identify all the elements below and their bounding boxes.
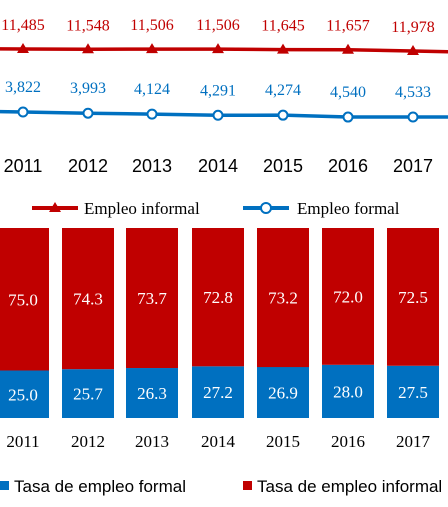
data-point [146, 43, 158, 54]
data-label: 11,645 [261, 18, 304, 35]
bar-label-informal: 72.0 [333, 287, 363, 306]
legend-informal-label: Empleo informal [84, 199, 200, 218]
data-point [407, 45, 419, 55]
bar-label-formal: 28.0 [333, 382, 363, 401]
data-label: 3,822 [5, 79, 41, 96]
x-tick-label: 2013 [135, 432, 169, 451]
bar-formal [62, 369, 114, 418]
bar-label-formal: 27.5 [398, 383, 428, 402]
data-point [342, 111, 354, 123]
x-tick-label: 2016 [331, 432, 365, 451]
bar-formal [322, 364, 374, 418]
bar-formal [387, 365, 439, 418]
line-chart: 11,485 11,548 11,506 11,506 11,645 11,657 11,9… [0, 17, 448, 176]
data-label: 11,548 [66, 17, 109, 34]
data-label: 4,274 [265, 82, 301, 99]
x-tick-label: 2011 [6, 432, 39, 451]
legend-formal-marker [260, 202, 272, 214]
data-point [82, 107, 94, 119]
x-tick-label: 2014 [198, 156, 238, 176]
legend-item-tasa-formal: Tasa de empleo formal [0, 477, 186, 496]
bar-informal [0, 228, 49, 371]
bar-label-informal: 73.7 [137, 289, 167, 308]
x-tick-label: 2014 [201, 432, 236, 451]
bar-informal [126, 228, 178, 369]
data-point [277, 43, 289, 54]
x-tick-label: 2015 [263, 156, 303, 176]
data-label: 11,978 [391, 19, 434, 36]
legend-item-informal: Empleo informal [32, 199, 200, 218]
bar-informal [322, 228, 374, 365]
x-tick-label: 2017 [396, 432, 431, 451]
data-point [17, 106, 29, 118]
bar-label-formal: 25.7 [73, 385, 103, 404]
data-point [17, 43, 29, 53]
bar-label-informal: 72.8 [203, 288, 233, 307]
data-label: 4,540 [330, 84, 366, 101]
x-tick-label: 2017 [393, 156, 433, 176]
legend-tasa-formal-swatch [0, 481, 9, 490]
x-tick-label: 2013 [132, 156, 172, 176]
bar-label-informal: 74.3 [73, 290, 103, 309]
data-point [212, 43, 224, 54]
legend-item-formal: Empleo formal [243, 199, 400, 218]
legend-tasa-informal-swatch [243, 481, 252, 490]
data-label: 4,291 [200, 82, 236, 99]
bar-informal [192, 228, 244, 367]
bar-label-formal: 25.0 [8, 385, 38, 404]
bar-label-formal: 27.2 [203, 383, 233, 402]
series-line-informal [0, 47, 448, 54]
bar-label-informal: 75.0 [8, 290, 38, 309]
bar-formal [257, 366, 309, 418]
bar-label-formal: 26.3 [137, 384, 167, 403]
x-tick-label: 2012 [68, 156, 108, 176]
legend-tasa-informal-label: Tasa de empleo informal [257, 477, 442, 496]
bar-formal [192, 366, 244, 418]
data-label: 3,993 [70, 80, 106, 97]
data-point [146, 108, 158, 120]
bar-chart: 75.0 25.0 2011 74.3 25.7 2012 73.7 26.3 2013 72.8… [0, 228, 439, 451]
series-line-formal [0, 109, 448, 119]
legend-tasa-formal-label: Tasa de empleo formal [14, 477, 186, 496]
data-label: 11,506 [130, 17, 173, 34]
line-legend: Empleo informal Empleo formal [32, 199, 400, 218]
bar-label-formal: 26.9 [268, 383, 298, 402]
data-point [277, 109, 289, 121]
bar-formal [126, 368, 178, 418]
bar-informal [387, 228, 439, 366]
data-point [82, 43, 94, 54]
bar-label-informal: 72.5 [398, 288, 428, 307]
data-point [212, 109, 224, 121]
data-label: 11,506 [196, 17, 239, 34]
bar-informal [257, 228, 309, 368]
bar-informal [62, 228, 114, 370]
legend-item-tasa-informal: Tasa de empleo informal [243, 477, 442, 496]
legend-formal-label: Empleo formal [297, 199, 400, 218]
data-point [342, 43, 354, 54]
data-label: 4,124 [134, 81, 170, 98]
x-tick-label: 2016 [328, 156, 368, 176]
bar-formal [0, 370, 49, 418]
x-tick-label: 2012 [71, 432, 105, 451]
bar-legend: Tasa de empleo formal Tasa de empleo inf… [0, 477, 442, 496]
bar-label-informal: 73.2 [268, 289, 298, 308]
data-point [407, 111, 419, 123]
legend-informal-marker [49, 202, 61, 212]
data-label: 11,657 [326, 18, 369, 35]
data-label: 11,485 [1, 17, 44, 34]
x-tick-label: 2011 [4, 156, 43, 176]
x-tick-label: 2015 [266, 432, 300, 451]
data-label: 4,533 [395, 84, 431, 101]
